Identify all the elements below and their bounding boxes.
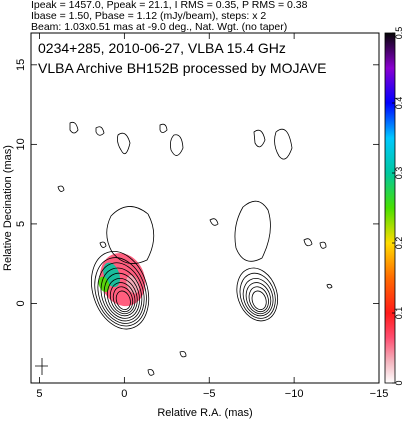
x-axis: 5 0 −5 −10 −15 bbox=[36, 33, 388, 400]
contour-1-2 bbox=[245, 282, 272, 315]
contour-1-1 bbox=[248, 286, 269, 313]
contour-0-7 bbox=[94, 257, 147, 327]
colorbar-tick-label-5: 0.5 bbox=[394, 27, 404, 40]
x-axis-label: Relative R.A. (mas) bbox=[157, 407, 252, 419]
contour-1-5 bbox=[236, 267, 279, 322]
colorbar-tick-label-2: 0.2 bbox=[394, 237, 404, 250]
colorbar-ticks: 0 0.1 0.2 0.3 0.4 0.5 bbox=[392, 27, 404, 386]
plot-frame bbox=[30, 32, 380, 384]
contour-0-8 bbox=[91, 251, 150, 330]
chart-title-line-1: 0234+285, 2010-06-27, VLBA 15.4 GHz bbox=[38, 40, 286, 56]
y-axis: 0 5 10 15 bbox=[15, 59, 379, 307]
colorbar-tick-label-1: 0.1 bbox=[394, 307, 404, 320]
x-tick-label-1: 0 bbox=[121, 388, 127, 400]
header-line-3: Beam: 1.03x0.51 mas at -9.0 deg., Nat. W… bbox=[31, 21, 288, 33]
contour-1-0 bbox=[251, 290, 267, 310]
header-line-2: Ibase = 1.50, Pbase = 1.12 (mJy/beam), s… bbox=[31, 10, 267, 22]
x-tick-label-3: −10 bbox=[285, 388, 304, 400]
chart-title-line-2: VLBA Archive BH152B processed by MOJAVE bbox=[38, 60, 326, 76]
colorbar bbox=[384, 32, 396, 384]
contour-lines bbox=[91, 251, 279, 330]
contour-0-0 bbox=[115, 290, 131, 310]
x-tick-label-4: −15 bbox=[370, 388, 389, 400]
x-tick-label-2: −5 bbox=[203, 388, 216, 400]
contour-1-3 bbox=[242, 278, 274, 317]
colorbar-tick-label-3: 0.3 bbox=[394, 167, 404, 180]
header-line-1: Ipeak = 1457.0, Ppeak = 21.1, I RMS = 0.… bbox=[31, 0, 308, 11]
y-axis-label: Relative Decination (mas) bbox=[2, 145, 14, 271]
y-tick-label-2: 10 bbox=[15, 138, 27, 150]
extended-features bbox=[35, 121, 333, 376]
contour-0-4 bbox=[103, 272, 140, 319]
x-tick-label-0: 5 bbox=[36, 388, 42, 400]
contour-0-2 bbox=[109, 282, 136, 315]
header-block: Ipeak = 1457.0, Ppeak = 21.1, I RMS = 0.… bbox=[31, 0, 409, 33]
colorbar-tick-label-0: 0 bbox=[394, 380, 404, 385]
contour-0-1 bbox=[112, 286, 134, 313]
contour-0-5 bbox=[100, 267, 143, 322]
y-tick-label-3: 15 bbox=[15, 59, 27, 71]
y-tick-label-1: 5 bbox=[15, 221, 27, 227]
contour-1-4 bbox=[239, 272, 276, 319]
colorbar-tick-label-4: 0.4 bbox=[394, 97, 404, 110]
contour-0-3 bbox=[106, 278, 138, 317]
contour-0-6 bbox=[97, 262, 145, 324]
y-tick-label-0: 0 bbox=[15, 300, 27, 306]
chart-title-block: 0234+285, 2010-06-27, VLBA 15.4 GHz VLBA… bbox=[38, 40, 326, 76]
